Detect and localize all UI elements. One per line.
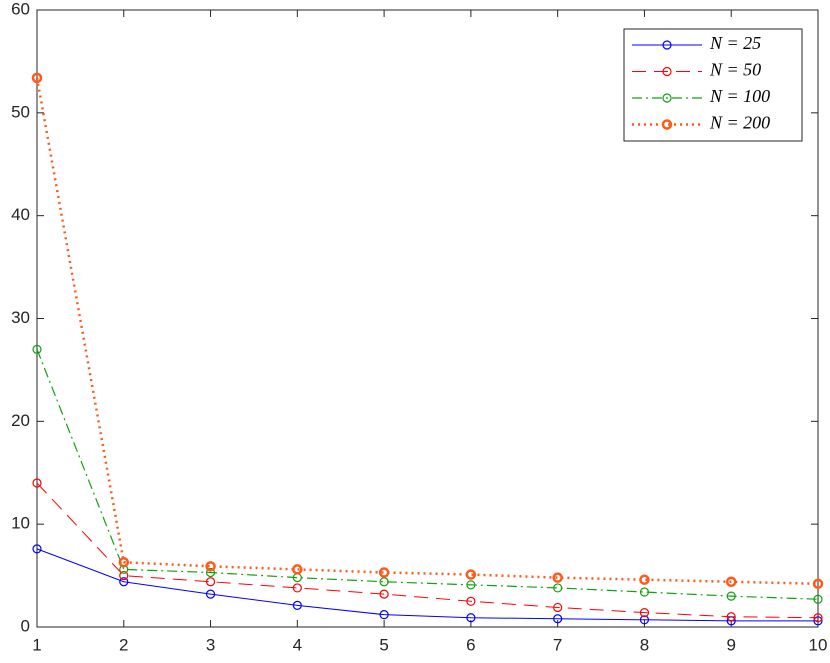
marker — [378, 567, 390, 578]
marker — [379, 577, 389, 587]
marker — [466, 596, 476, 606]
marker — [465, 569, 477, 580]
marker — [32, 344, 42, 354]
series-line — [35, 77, 819, 586]
x-tick-label: 10 — [809, 635, 828, 654]
series-line — [36, 548, 818, 622]
x-tick-label: 5 — [379, 635, 388, 654]
marker — [32, 544, 42, 554]
marker — [725, 576, 737, 588]
marker — [118, 556, 130, 568]
legend-label: N = 25 — [709, 33, 761, 53]
y-tick-label: 60 — [11, 0, 30, 18]
marker — [639, 587, 650, 597]
marker — [379, 589, 389, 599]
x-tick-label: 6 — [466, 635, 475, 654]
legend-box — [623, 28, 803, 142]
marker — [205, 577, 216, 587]
marker — [379, 610, 389, 620]
legend-marker — [662, 93, 672, 103]
y-tick-label: 10 — [11, 514, 30, 533]
y-tick-label: 50 — [11, 102, 30, 121]
legend-label: N = 200 — [709, 113, 770, 133]
marker — [31, 72, 43, 84]
marker — [812, 578, 824, 590]
marker — [813, 613, 823, 623]
marker — [466, 613, 476, 623]
marker — [119, 570, 129, 581]
marker — [292, 600, 302, 611]
marker — [292, 583, 302, 593]
marker — [639, 615, 650, 625]
y-tick-label: 0 — [21, 616, 30, 635]
x-tick-label: 3 — [206, 635, 215, 654]
marker — [553, 614, 563, 624]
series-line — [36, 349, 819, 600]
legend-label: N = 100 — [709, 86, 770, 106]
marker — [205, 567, 216, 578]
legend-marker — [662, 66, 672, 77]
marker — [466, 580, 476, 590]
marker — [292, 564, 303, 575]
marker — [726, 612, 736, 622]
marker — [813, 616, 823, 626]
x-tick-label: 4 — [293, 635, 302, 654]
marker — [553, 583, 563, 593]
marker — [552, 572, 563, 583]
legend-label: N = 50 — [709, 60, 761, 80]
y-tick-label: 30 — [11, 308, 30, 327]
marker — [726, 591, 736, 601]
marker — [639, 608, 650, 618]
legend-marker — [661, 119, 673, 130]
marker — [205, 561, 216, 572]
marker — [813, 594, 823, 604]
y-tick-label: 40 — [11, 205, 30, 224]
marker — [639, 574, 650, 585]
x-tick-label: 8 — [640, 635, 649, 654]
x-tick-label: 7 — [553, 635, 562, 654]
marker — [32, 478, 42, 488]
marker — [553, 602, 563, 613]
y-tick-label: 20 — [11, 411, 30, 430]
x-tick-label: 9 — [726, 635, 735, 654]
marker — [205, 589, 216, 599]
legend-marker — [662, 40, 672, 50]
x-tick-label: 2 — [119, 635, 128, 654]
marker — [119, 577, 129, 587]
series-line — [36, 482, 819, 619]
x-tick-label: 1 — [32, 635, 41, 654]
